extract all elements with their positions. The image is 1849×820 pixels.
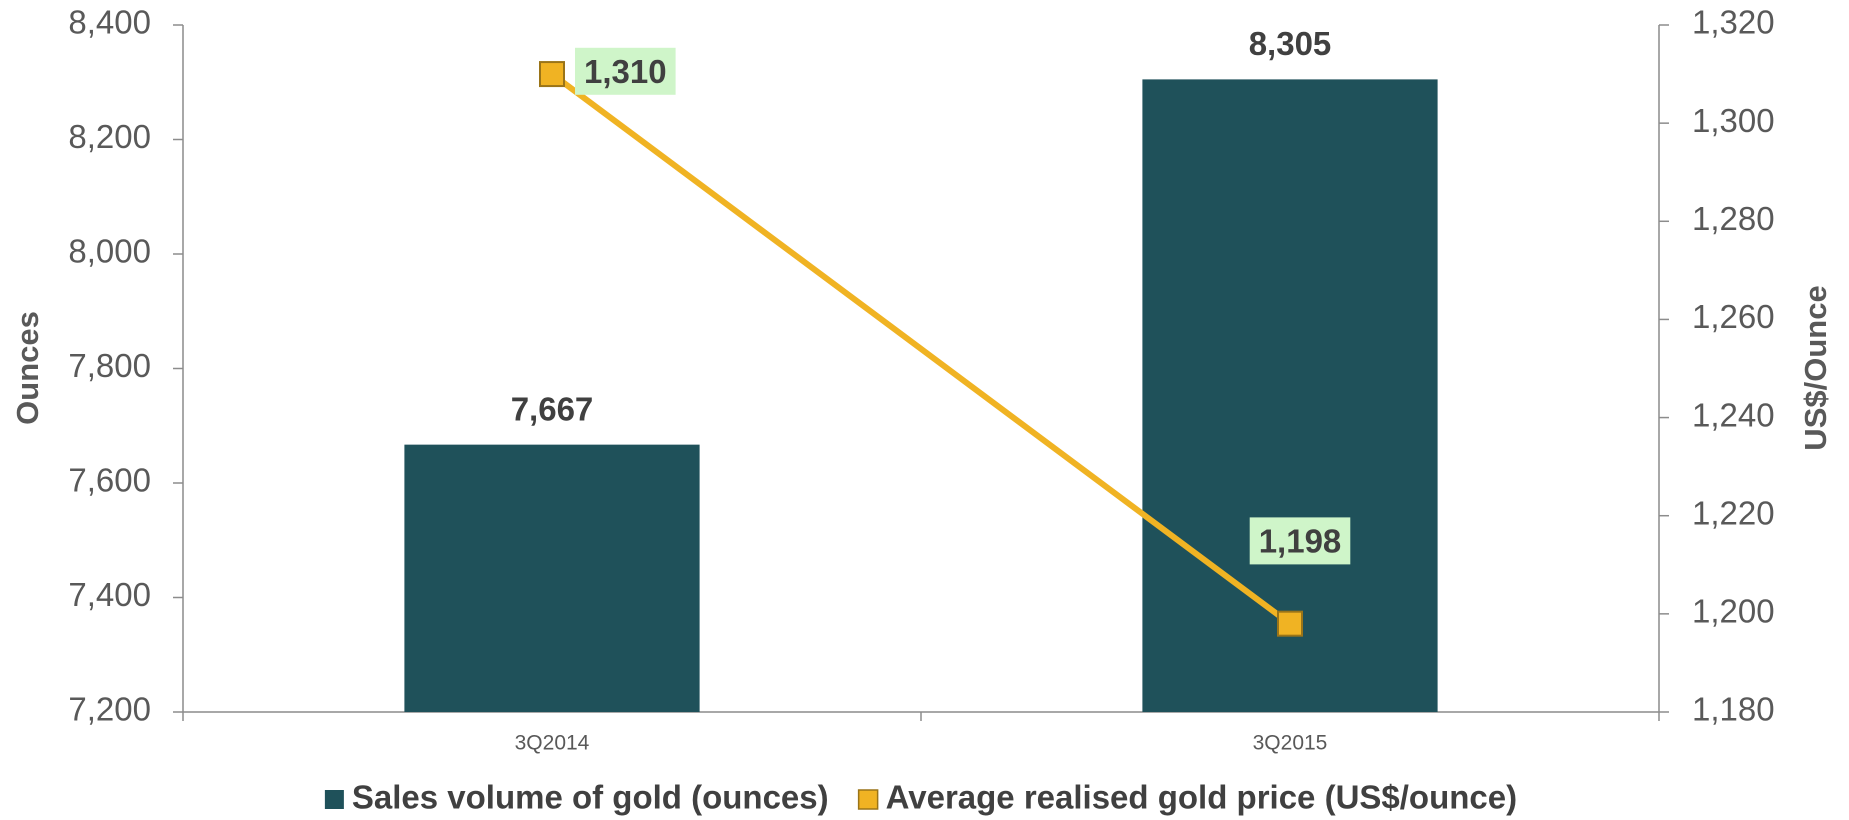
data-label: 1,310 <box>584 53 667 90</box>
legend-item: Average realised gold price (US$/ounce) <box>857 779 1517 816</box>
y2-tick-label: 1,180 <box>1692 691 1775 728</box>
x-tick-label: 3Q2015 <box>1253 732 1328 755</box>
bar <box>1142 79 1438 712</box>
y-tick-label: 7,200 <box>68 691 151 728</box>
y-tick-label: 8,000 <box>68 233 151 270</box>
data-label: 8,305 <box>1249 25 1332 62</box>
data-label-bg <box>575 47 676 95</box>
legend-item: Sales volume of gold (ounces) <box>324 779 829 816</box>
y2-tick-label: 1,280 <box>1692 200 1775 237</box>
y2-tick-label: 1,260 <box>1692 298 1775 335</box>
data-label: 1,198 <box>1259 522 1342 559</box>
data-label: 7,667 <box>511 390 594 427</box>
y-tick-label: 7,800 <box>68 347 151 384</box>
y-tick-label: 8,400 <box>68 4 151 41</box>
y-tick-label: 7,400 <box>68 576 151 613</box>
x-tick-label: 3Q2014 <box>515 732 590 755</box>
line-marker <box>1277 610 1303 637</box>
legend-label: Average realised gold price (US$/ounce) <box>886 779 1517 816</box>
y2-tick-label: 1,300 <box>1692 102 1775 139</box>
bar <box>404 444 700 712</box>
legend-swatch <box>857 789 879 810</box>
y2-tick-label: 1,240 <box>1692 396 1775 433</box>
y-axis-title: Ounces <box>10 311 45 425</box>
y2-tick-label: 1,200 <box>1692 593 1775 630</box>
y2-tick-label: 1,220 <box>1692 494 1775 531</box>
data-label-group: 1,310 <box>575 47 676 95</box>
legend-swatch <box>324 790 344 809</box>
y2-tick-label: 1,320 <box>1692 4 1775 41</box>
data-label-bg <box>1249 517 1351 565</box>
y2-axis-title: US$/Ounce <box>1798 285 1833 450</box>
line <box>550 71 1292 627</box>
line-marker <box>539 61 565 88</box>
y-tick-label: 7,600 <box>68 462 151 499</box>
data-label-group: 1,198 <box>1249 517 1351 565</box>
legend-label: Sales volume of gold (ounces) <box>352 779 829 816</box>
y-tick-label: 8,200 <box>68 118 151 155</box>
